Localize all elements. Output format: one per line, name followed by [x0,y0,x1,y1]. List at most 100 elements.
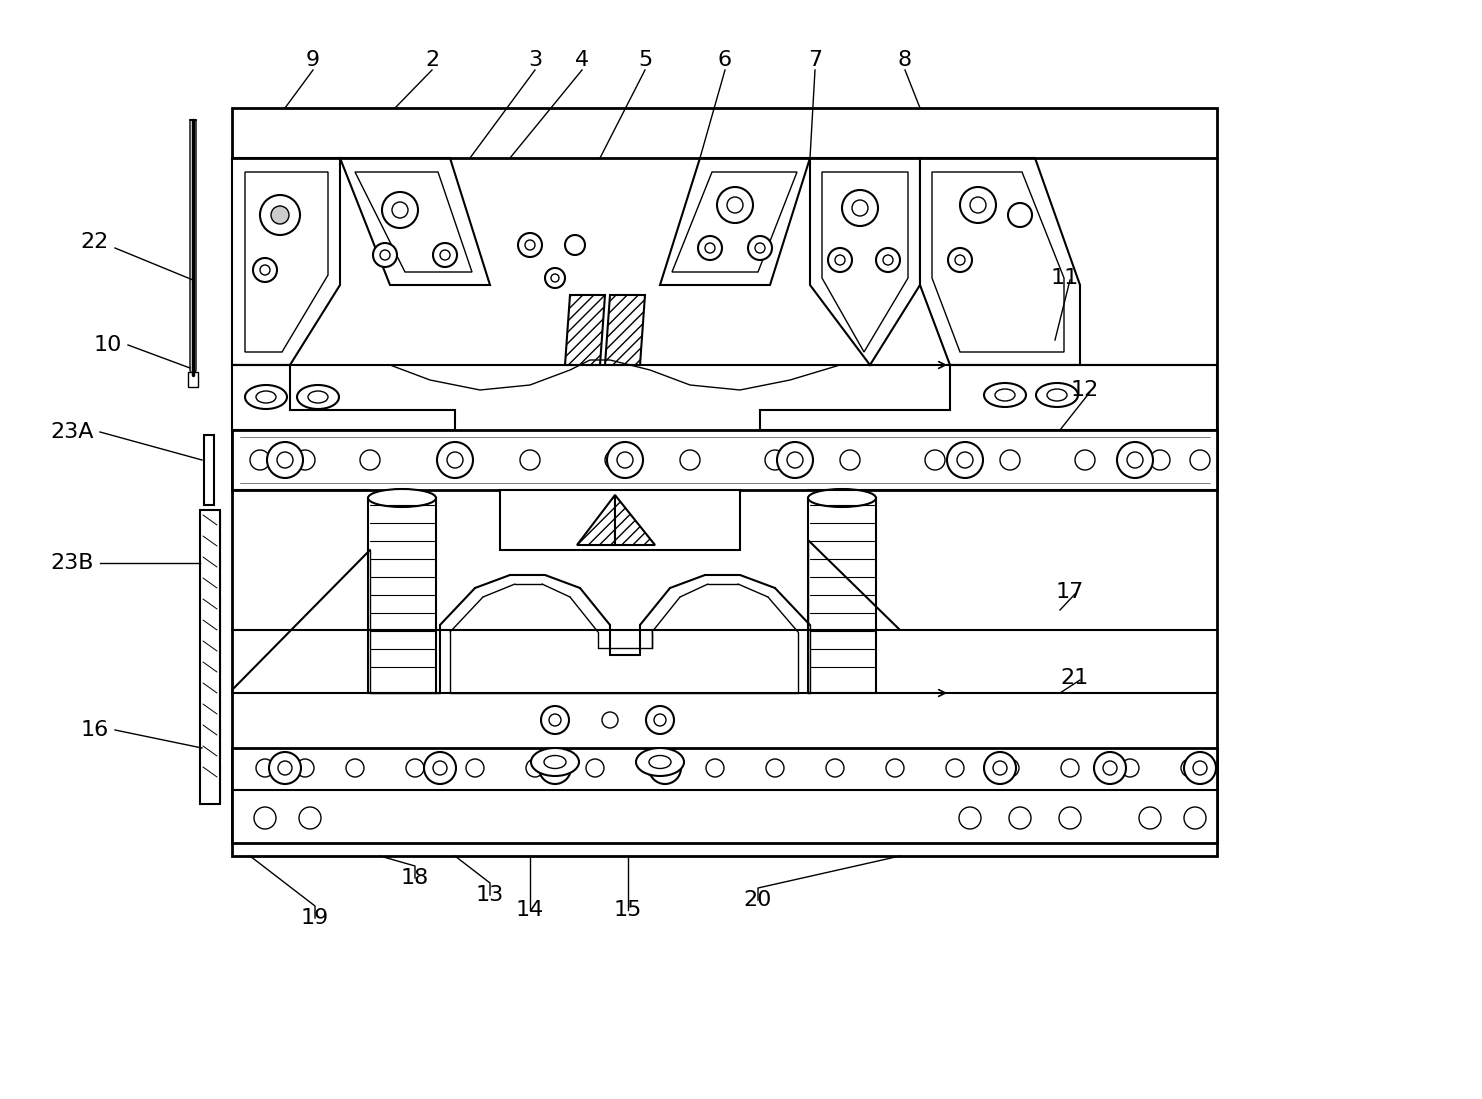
Circle shape [777,442,814,478]
Circle shape [525,240,535,249]
Circle shape [433,761,448,775]
Circle shape [840,449,860,470]
Text: 23A: 23A [50,422,93,442]
Circle shape [1061,759,1079,777]
Circle shape [1074,449,1095,470]
Text: 18: 18 [400,868,430,888]
Polygon shape [575,498,615,540]
Circle shape [717,187,753,223]
Circle shape [465,759,485,777]
Bar [233,108,1217,856]
Circle shape [1181,759,1199,777]
Circle shape [445,449,465,470]
Circle shape [842,190,877,226]
Ellipse shape [994,389,1015,401]
Circle shape [828,248,852,271]
Polygon shape [233,158,339,365]
Circle shape [698,236,722,260]
Circle shape [954,255,965,265]
Bar [188,371,199,387]
Circle shape [253,807,276,829]
Text: 14: 14 [516,900,544,920]
Polygon shape [659,158,811,285]
Circle shape [957,452,974,468]
Circle shape [539,752,571,784]
Ellipse shape [308,391,328,403]
Circle shape [1103,761,1117,775]
Circle shape [551,274,559,282]
Bar [205,678,219,696]
Bar [205,531,219,550]
Circle shape [925,449,946,470]
Ellipse shape [649,755,671,768]
Ellipse shape [531,748,579,776]
Text: 5: 5 [637,49,652,70]
Circle shape [279,761,292,775]
Ellipse shape [1036,382,1077,407]
Text: 6: 6 [717,49,732,70]
Bar [233,430,1217,490]
Ellipse shape [368,489,436,507]
Circle shape [448,452,462,468]
Ellipse shape [544,755,566,768]
Circle shape [1140,807,1160,829]
Circle shape [548,714,562,726]
Circle shape [1000,759,1020,777]
Circle shape [825,759,845,777]
Polygon shape [339,158,491,285]
Circle shape [519,233,542,257]
Bar [205,699,219,717]
Circle shape [658,761,671,775]
Circle shape [754,243,765,253]
Bar [205,593,219,612]
Circle shape [1150,449,1169,470]
Circle shape [345,759,365,777]
Polygon shape [932,173,1064,352]
Bar [205,573,219,591]
Text: 3: 3 [528,49,542,70]
Circle shape [253,258,277,282]
Ellipse shape [636,748,685,776]
Circle shape [1184,752,1217,784]
Circle shape [834,255,845,265]
Circle shape [270,752,301,784]
Circle shape [959,807,981,829]
Circle shape [617,452,633,468]
Circle shape [1094,752,1126,784]
Polygon shape [823,173,908,352]
Circle shape [545,268,565,288]
Ellipse shape [1046,389,1067,401]
Text: 9: 9 [305,49,320,70]
Polygon shape [245,173,328,352]
Circle shape [1008,203,1031,227]
Circle shape [373,243,397,267]
Circle shape [883,255,894,265]
Ellipse shape [296,385,339,409]
Circle shape [440,249,451,260]
Circle shape [646,706,674,734]
Circle shape [433,243,456,267]
Bar [205,720,219,739]
Bar [205,741,219,759]
Circle shape [299,807,322,829]
Text: 19: 19 [301,908,329,928]
Circle shape [654,714,665,726]
Circle shape [259,195,299,235]
Circle shape [649,752,682,784]
Circle shape [748,236,772,260]
Circle shape [602,712,618,728]
Circle shape [1060,807,1080,829]
Circle shape [259,265,270,275]
Circle shape [886,759,904,777]
Circle shape [728,197,742,213]
Polygon shape [205,435,213,506]
Circle shape [393,202,408,218]
Circle shape [277,452,293,468]
Circle shape [680,449,700,470]
Polygon shape [576,495,615,545]
Polygon shape [615,495,655,545]
Bar [205,782,219,801]
Text: 17: 17 [1055,582,1085,602]
Circle shape [585,759,605,777]
Circle shape [520,449,539,470]
